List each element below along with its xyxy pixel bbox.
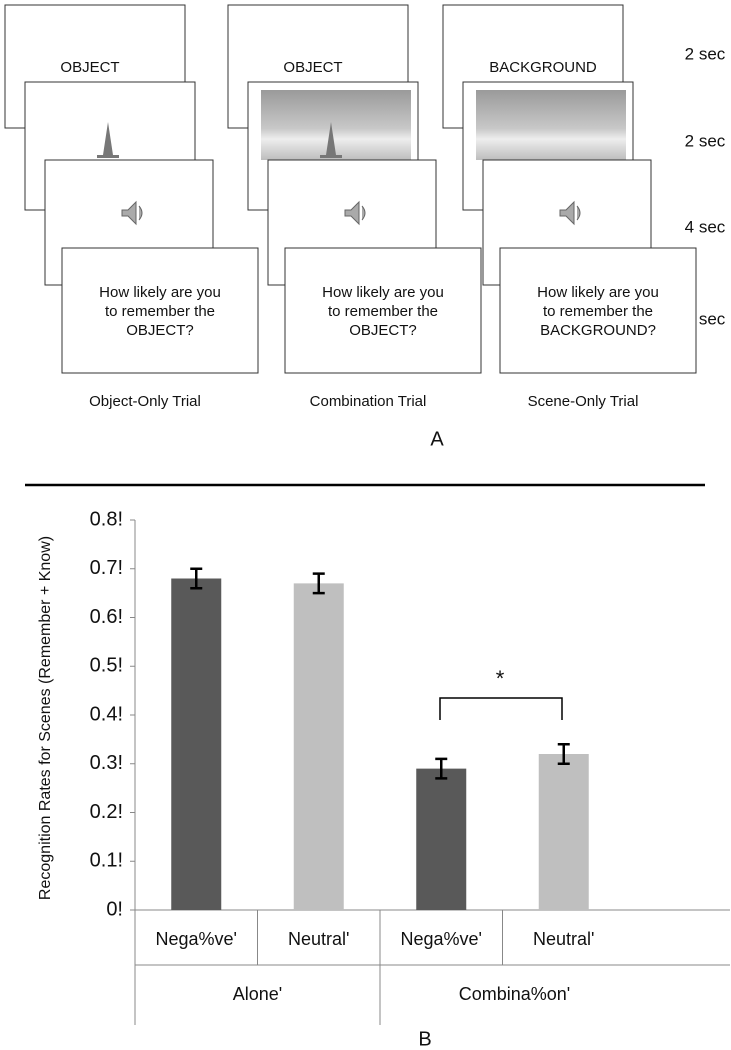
screen xyxy=(499,247,697,374)
object-image xyxy=(97,122,119,158)
y-axis-label: Recognition Rates for Scenes (Remember +… xyxy=(37,536,54,900)
chart: * Recognition Rates for Scenes (Remember… xyxy=(37,508,730,1050)
error-bar-line xyxy=(435,757,448,780)
y-tick-label: 0.8! xyxy=(90,508,123,530)
question-line: OBJECT? xyxy=(349,322,417,339)
object-image xyxy=(320,122,342,158)
cue-text: OBJECT xyxy=(60,59,119,76)
speaker-icon xyxy=(559,200,581,226)
y-tick-label: 0.2! xyxy=(90,801,123,823)
duration: 2 sec xyxy=(685,44,726,63)
error-bar-line xyxy=(190,567,203,590)
error-bar xyxy=(557,743,570,765)
group-label: Combina%on' xyxy=(459,984,571,1004)
bar xyxy=(538,754,589,910)
panel-label: B xyxy=(418,1028,431,1050)
question-line: to remember the xyxy=(328,303,438,320)
y-tick-label: 0! xyxy=(106,898,123,920)
screen xyxy=(284,247,482,374)
x-tick-label: Nega%ve' xyxy=(401,929,482,949)
bar xyxy=(171,578,222,910)
scene-image xyxy=(261,90,411,160)
error-bar-line xyxy=(557,743,570,765)
cue-text: BACKGROUND xyxy=(489,59,597,76)
significance-bracket xyxy=(439,697,563,720)
y-tick-label: 0.1! xyxy=(90,850,123,872)
y-tick-label: 0.6! xyxy=(90,606,123,628)
question-line: OBJECT? xyxy=(126,322,194,339)
y-tick-label: 0.4! xyxy=(90,703,123,725)
question-line: How likely are you xyxy=(537,284,659,301)
error-bar xyxy=(190,567,203,590)
x-tick-label: Neutral' xyxy=(288,929,349,949)
error-bar xyxy=(435,757,448,780)
speaker-icon xyxy=(121,200,143,226)
x-tick-label: Neutral' xyxy=(533,929,594,949)
speaker-icon xyxy=(344,200,366,226)
group-label: Alone' xyxy=(233,984,282,1004)
trial-label: Combination Trial xyxy=(310,393,427,410)
question-line: to remember the xyxy=(105,303,215,320)
trial-label: Scene-Only Trial xyxy=(528,393,639,410)
bar xyxy=(293,583,344,910)
duration: 2 sec xyxy=(685,131,726,150)
error-bar-line xyxy=(312,572,325,595)
significance-label: * xyxy=(496,666,505,691)
bar xyxy=(416,768,467,910)
panel-label: A xyxy=(430,428,444,450)
trial-label: Object-Only Trial xyxy=(89,393,201,410)
screen xyxy=(61,247,259,374)
y-tick-label: 0.7! xyxy=(90,557,123,579)
cue-text: OBJECT xyxy=(283,59,342,76)
question-line: How likely are you xyxy=(322,284,444,301)
x-tick-label: Nega%ve' xyxy=(156,929,237,949)
question-line: BACKGROUND? xyxy=(540,322,656,339)
error-bar xyxy=(312,572,325,595)
question-line: to remember the xyxy=(543,303,653,320)
duration: 4 sec xyxy=(685,217,726,236)
y-tick-label: 0.3! xyxy=(90,752,123,774)
scene-image xyxy=(476,90,626,160)
question-line: How likely are you xyxy=(99,284,221,301)
y-tick-label: 0.5! xyxy=(90,655,123,677)
